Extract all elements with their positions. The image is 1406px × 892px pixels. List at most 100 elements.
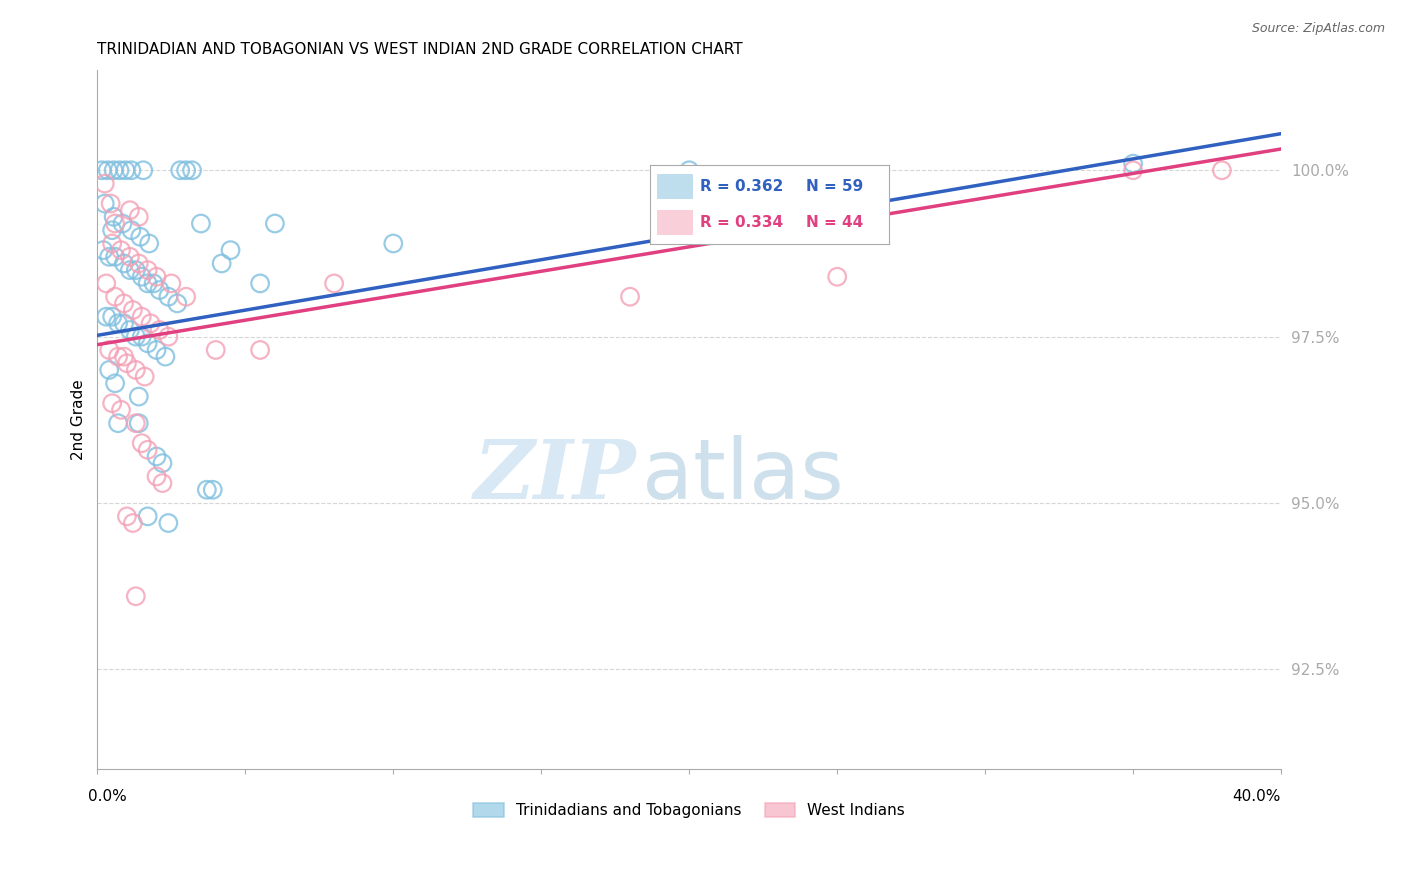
Point (264, 217, 287, 231)
Point (219, 243, 242, 257)
Point (132, 163, 155, 178)
Point (131, 436, 153, 450)
Point (118, 203, 141, 218)
Point (195, 483, 218, 497)
Point (136, 277, 159, 291)
Point (145, 469, 167, 483)
Bar (657, 174, 693, 200)
Text: 40.0%: 40.0% (1233, 789, 1281, 805)
Point (112, 350, 135, 364)
Point (125, 589, 148, 603)
Point (169, 163, 191, 178)
Legend: Trinidadians and Tobagonians, West Indians: Trinidadians and Tobagonians, West India… (467, 797, 911, 824)
Point (98, 363, 121, 377)
Point (148, 283, 170, 297)
Point (101, 223, 124, 237)
Point (174, 290, 197, 304)
Point (112, 296, 135, 310)
Text: R = 0.362: R = 0.362 (700, 179, 783, 194)
Point (90, 163, 112, 178)
Point (131, 329, 153, 343)
Point (94, 196, 117, 211)
Point (128, 416, 150, 430)
Point (101, 396, 124, 410)
Point (97, 163, 120, 178)
Point (121, 303, 143, 318)
Point (138, 236, 160, 251)
Point (115, 509, 138, 524)
Text: 0.0%: 0.0% (89, 789, 127, 805)
Point (129, 229, 152, 244)
Point (157, 329, 180, 343)
Point (98, 343, 121, 357)
Point (249, 277, 271, 291)
Point (115, 356, 138, 370)
Point (107, 416, 129, 430)
Point (121, 516, 143, 530)
Point (125, 329, 148, 343)
Point (112, 256, 135, 270)
Point (101, 236, 124, 251)
Point (98, 250, 121, 264)
Point (190, 217, 212, 231)
Point (96, 310, 118, 324)
Point (825, 269, 848, 284)
Text: N = 44: N = 44 (806, 215, 863, 230)
Point (1211, 163, 1233, 178)
Point (104, 250, 127, 264)
Point (148, 323, 170, 337)
Point (174, 163, 197, 178)
Y-axis label: 2nd Grade: 2nd Grade (72, 379, 86, 460)
Point (201, 483, 224, 497)
Point (619, 290, 641, 304)
Point (152, 456, 174, 470)
Point (128, 390, 150, 404)
Point (131, 269, 153, 284)
Point (181, 163, 204, 178)
Text: R = 0.334: R = 0.334 (700, 215, 783, 230)
Point (157, 516, 180, 530)
Point (118, 323, 141, 337)
Point (118, 263, 141, 277)
Point (155, 350, 177, 364)
Point (125, 263, 148, 277)
Point (118, 250, 141, 264)
Point (104, 290, 127, 304)
Point (157, 290, 180, 304)
Point (211, 256, 233, 270)
Point (103, 210, 125, 224)
Point (249, 343, 271, 357)
Point (110, 243, 132, 257)
Point (120, 223, 142, 237)
Point (111, 217, 134, 231)
Point (101, 310, 124, 324)
Point (107, 350, 129, 364)
Point (204, 343, 226, 357)
Point (145, 269, 167, 284)
Point (160, 277, 183, 291)
Point (128, 210, 150, 224)
Point (104, 376, 127, 391)
Point (100, 196, 122, 211)
Text: ZIP: ZIP (474, 436, 636, 516)
Point (91, 243, 114, 257)
Point (108, 163, 131, 178)
Bar (657, 210, 693, 235)
Point (114, 163, 136, 178)
Point (323, 277, 346, 291)
Text: Source: ZipAtlas.com: Source: ZipAtlas.com (1251, 22, 1385, 36)
Point (139, 317, 162, 331)
Text: TRINIDADIAN AND TOBAGONIAN VS WEST INDIAN 2ND GRADE CORRELATION CHART: TRINIDADIAN AND TOBAGONIAN VS WEST INDIA… (97, 42, 742, 57)
Point (110, 403, 132, 417)
Point (131, 310, 153, 324)
Point (104, 217, 127, 231)
Point (1122, 163, 1144, 178)
Text: N = 59: N = 59 (806, 179, 863, 194)
Point (678, 163, 700, 178)
Point (112, 317, 135, 331)
Point (142, 277, 165, 291)
Point (382, 236, 405, 251)
Point (125, 363, 148, 377)
Point (128, 256, 150, 270)
Point (136, 263, 159, 277)
